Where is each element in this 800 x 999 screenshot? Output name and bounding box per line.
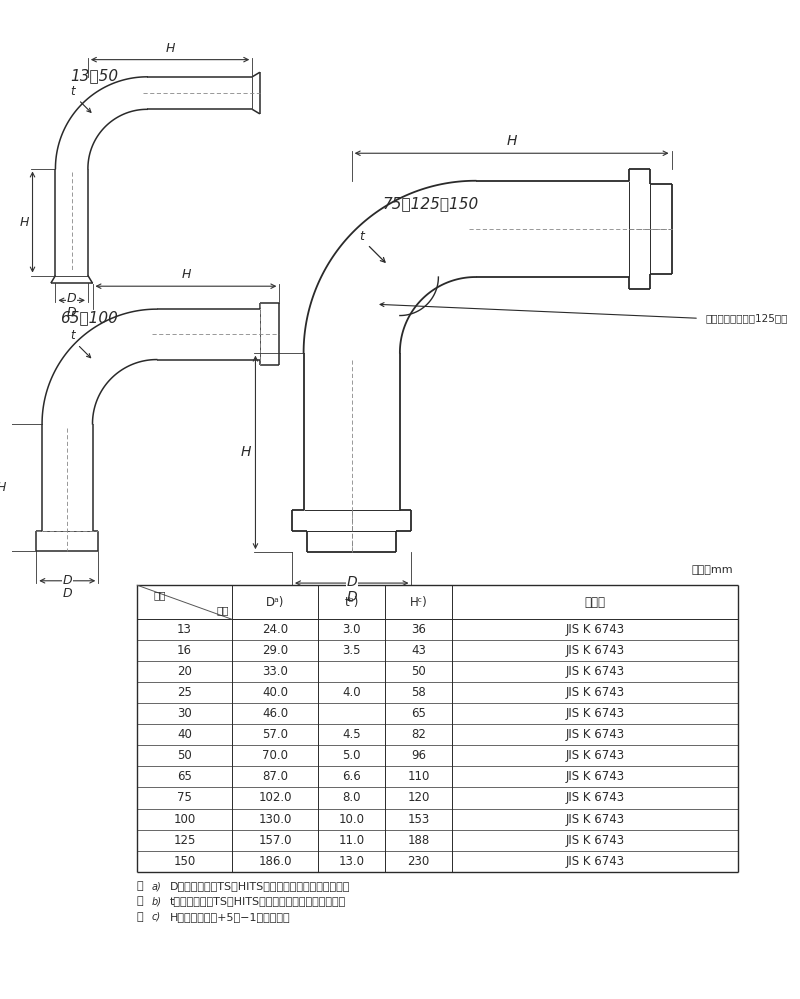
Text: Hᶜ): Hᶜ) bbox=[410, 595, 427, 608]
Text: 96: 96 bbox=[411, 749, 426, 762]
Text: 50: 50 bbox=[411, 665, 426, 678]
Text: 100: 100 bbox=[174, 812, 195, 825]
Text: 単位：mm: 単位：mm bbox=[692, 565, 734, 575]
Text: 65: 65 bbox=[411, 707, 426, 720]
Text: b): b) bbox=[152, 896, 162, 906]
Text: 50: 50 bbox=[177, 749, 192, 762]
Text: H: H bbox=[506, 135, 517, 149]
Text: 5.0: 5.0 bbox=[342, 749, 361, 762]
Text: 3.0: 3.0 bbox=[342, 623, 361, 636]
Text: JIS K 6743: JIS K 6743 bbox=[566, 686, 625, 699]
Text: 87.0: 87.0 bbox=[262, 770, 288, 783]
Text: 75・125・150: 75・125・150 bbox=[383, 196, 479, 211]
Text: 58: 58 bbox=[411, 686, 426, 699]
Text: Hの許容差は、+5／−1㎟とする。: Hの許容差は、+5／−1㎟とする。 bbox=[170, 912, 290, 922]
Text: 24.0: 24.0 bbox=[262, 623, 288, 636]
Text: 188: 188 bbox=[407, 833, 430, 846]
Text: 33.0: 33.0 bbox=[262, 665, 288, 678]
Text: 102.0: 102.0 bbox=[258, 791, 292, 804]
Text: 82: 82 bbox=[411, 728, 426, 741]
Text: 43: 43 bbox=[411, 644, 426, 657]
Text: H: H bbox=[166, 42, 174, 55]
Text: H: H bbox=[182, 269, 190, 282]
Text: D: D bbox=[346, 574, 357, 588]
Text: 30: 30 bbox=[177, 707, 192, 720]
Text: H: H bbox=[240, 446, 250, 460]
Text: 46.0: 46.0 bbox=[262, 707, 288, 720]
Text: 65: 65 bbox=[177, 770, 192, 783]
Text: 4.0: 4.0 bbox=[342, 686, 361, 699]
Text: tの許容差は、TS・HITS継手受口共通寸法図による。: tの許容差は、TS・HITS継手受口共通寸法図による。 bbox=[170, 896, 346, 906]
Text: JIS K 6743: JIS K 6743 bbox=[566, 812, 625, 825]
Text: 注: 注 bbox=[137, 912, 143, 922]
Text: t: t bbox=[70, 85, 74, 98]
Text: 13.0: 13.0 bbox=[338, 854, 365, 867]
Text: 10.0: 10.0 bbox=[338, 812, 365, 825]
Text: JIS K 6743: JIS K 6743 bbox=[566, 728, 625, 741]
Text: t: t bbox=[359, 230, 364, 243]
Text: 120: 120 bbox=[407, 791, 430, 804]
Text: JIS K 6743: JIS K 6743 bbox=[566, 644, 625, 657]
Text: 13: 13 bbox=[177, 623, 192, 636]
Text: 8.0: 8.0 bbox=[342, 791, 361, 804]
Text: 150: 150 bbox=[174, 854, 195, 867]
Text: 157.0: 157.0 bbox=[258, 833, 292, 846]
Text: JIS K 6743: JIS K 6743 bbox=[566, 833, 625, 846]
Text: 186.0: 186.0 bbox=[258, 854, 292, 867]
Text: JIS K 6743: JIS K 6743 bbox=[566, 770, 625, 783]
Text: JIS K 6743: JIS K 6743 bbox=[566, 791, 625, 804]
Text: 125: 125 bbox=[174, 833, 195, 846]
Text: 153: 153 bbox=[407, 812, 430, 825]
Text: 注: 注 bbox=[137, 896, 143, 906]
Text: a): a) bbox=[152, 881, 162, 891]
Text: 57.0: 57.0 bbox=[262, 728, 288, 741]
Text: 注: 注 bbox=[137, 881, 143, 891]
Text: 25: 25 bbox=[177, 686, 192, 699]
Text: 110: 110 bbox=[407, 770, 430, 783]
Text: D: D bbox=[62, 573, 72, 586]
Text: JIS K 6743: JIS K 6743 bbox=[566, 623, 625, 636]
Text: 130.0: 130.0 bbox=[258, 812, 292, 825]
Text: 40: 40 bbox=[177, 728, 192, 741]
Text: Dの許容差は、TS・HITS継手受口共通寸法図による。: Dの許容差は、TS・HITS継手受口共通寸法図による。 bbox=[170, 881, 350, 891]
Text: JIS K 6743: JIS K 6743 bbox=[566, 854, 625, 867]
Text: JIS K 6743: JIS K 6743 bbox=[566, 707, 625, 720]
Text: H: H bbox=[0, 481, 6, 494]
Text: 20: 20 bbox=[177, 665, 192, 678]
Text: コーナーリブは、125のみ: コーナーリブは、125のみ bbox=[706, 314, 788, 324]
Text: D: D bbox=[67, 292, 77, 305]
Text: t: t bbox=[70, 330, 75, 343]
Text: 36: 36 bbox=[411, 623, 426, 636]
Text: 規　格: 規 格 bbox=[585, 595, 606, 608]
Text: 65・100: 65・100 bbox=[60, 311, 118, 326]
Text: D: D bbox=[346, 589, 357, 603]
Text: Dᵃ): Dᵃ) bbox=[266, 595, 284, 608]
Text: 3.5: 3.5 bbox=[342, 644, 361, 657]
Text: H: H bbox=[19, 216, 29, 229]
Text: JIS K 6743: JIS K 6743 bbox=[566, 749, 625, 762]
Text: 呼径: 呼径 bbox=[217, 605, 230, 615]
Text: 16: 16 bbox=[177, 644, 192, 657]
Text: 230: 230 bbox=[407, 854, 430, 867]
Text: 6.6: 6.6 bbox=[342, 770, 361, 783]
Text: tᵇ): tᵇ) bbox=[344, 595, 358, 608]
Text: 11.0: 11.0 bbox=[338, 833, 365, 846]
Text: 29.0: 29.0 bbox=[262, 644, 288, 657]
Text: 75: 75 bbox=[177, 791, 192, 804]
Text: 4.5: 4.5 bbox=[342, 728, 361, 741]
Text: D: D bbox=[67, 306, 77, 319]
Text: 記号: 記号 bbox=[154, 589, 166, 599]
Text: JIS K 6743: JIS K 6743 bbox=[566, 665, 625, 678]
Text: c): c) bbox=[152, 912, 161, 922]
Text: 40.0: 40.0 bbox=[262, 686, 288, 699]
Text: 13～50: 13～50 bbox=[70, 69, 118, 84]
Text: 70.0: 70.0 bbox=[262, 749, 288, 762]
Text: D: D bbox=[62, 587, 72, 600]
